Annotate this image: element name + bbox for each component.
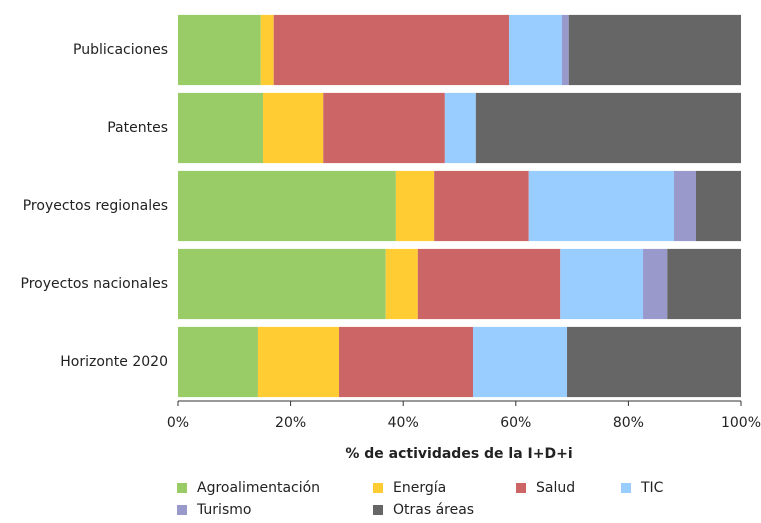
y-tick-label: Patentes: [107, 120, 168, 136]
bar-segment: [385, 248, 418, 320]
bar-segment: [257, 326, 340, 398]
bar-segment: [674, 170, 696, 242]
y-tick-label: Horizonte 2020: [60, 354, 168, 370]
bar-segment: [561, 14, 569, 86]
x-axis-label: % de actividades de la I+D+i: [345, 446, 572, 462]
legend-label: Agroalimentación: [197, 480, 320, 496]
legend-label: Salud: [536, 480, 575, 496]
bar-segment: [178, 14, 261, 86]
bar-segment: [339, 326, 474, 398]
bar-segment: [260, 14, 274, 86]
x-tick-label: 100%: [721, 415, 761, 431]
bar-segment: [643, 248, 668, 320]
x-tick-label: 60%: [500, 415, 531, 431]
bar-segment: [509, 14, 562, 86]
bar-segment: [323, 92, 445, 164]
bar-segment: [395, 170, 435, 242]
legend-swatch: [177, 505, 187, 515]
bar-segment: [434, 170, 529, 242]
bar-segment: [567, 326, 741, 398]
bar-segment: [417, 248, 561, 320]
x-tick-label: 0%: [167, 415, 189, 431]
y-tick-label: Proyectos regionales: [23, 198, 168, 214]
bar-segment: [178, 326, 258, 398]
legend-swatch: [516, 483, 526, 493]
legend-swatch: [621, 483, 631, 493]
bar-segment: [695, 170, 741, 242]
bar-segment: [667, 248, 741, 320]
x-tick-label: 20%: [275, 415, 306, 431]
bar-segment: [475, 92, 741, 164]
bar-segment: [568, 14, 741, 86]
legend-swatch: [373, 483, 383, 493]
bar-segment: [273, 14, 510, 86]
bar-segment: [178, 248, 386, 320]
legend-label: Turismo: [196, 502, 251, 518]
bar-segment: [473, 326, 568, 398]
bar-segment: [178, 170, 396, 242]
legend-swatch: [373, 505, 383, 515]
legend-label: TIC: [640, 480, 664, 496]
x-tick-label: 80%: [613, 415, 644, 431]
bar-segment: [263, 92, 324, 164]
legend-label: Energía: [393, 480, 446, 496]
y-tick-label: Proyectos nacionales: [21, 276, 168, 292]
bar-segment: [178, 92, 264, 164]
legend-label: Otras áreas: [393, 502, 474, 518]
y-tick-label: Publicaciones: [73, 42, 168, 58]
legend-swatch: [177, 483, 187, 493]
bar-segment: [444, 92, 476, 164]
bar-segment: [528, 170, 675, 242]
x-tick-label: 40%: [388, 415, 419, 431]
bar-segment: [560, 248, 644, 320]
